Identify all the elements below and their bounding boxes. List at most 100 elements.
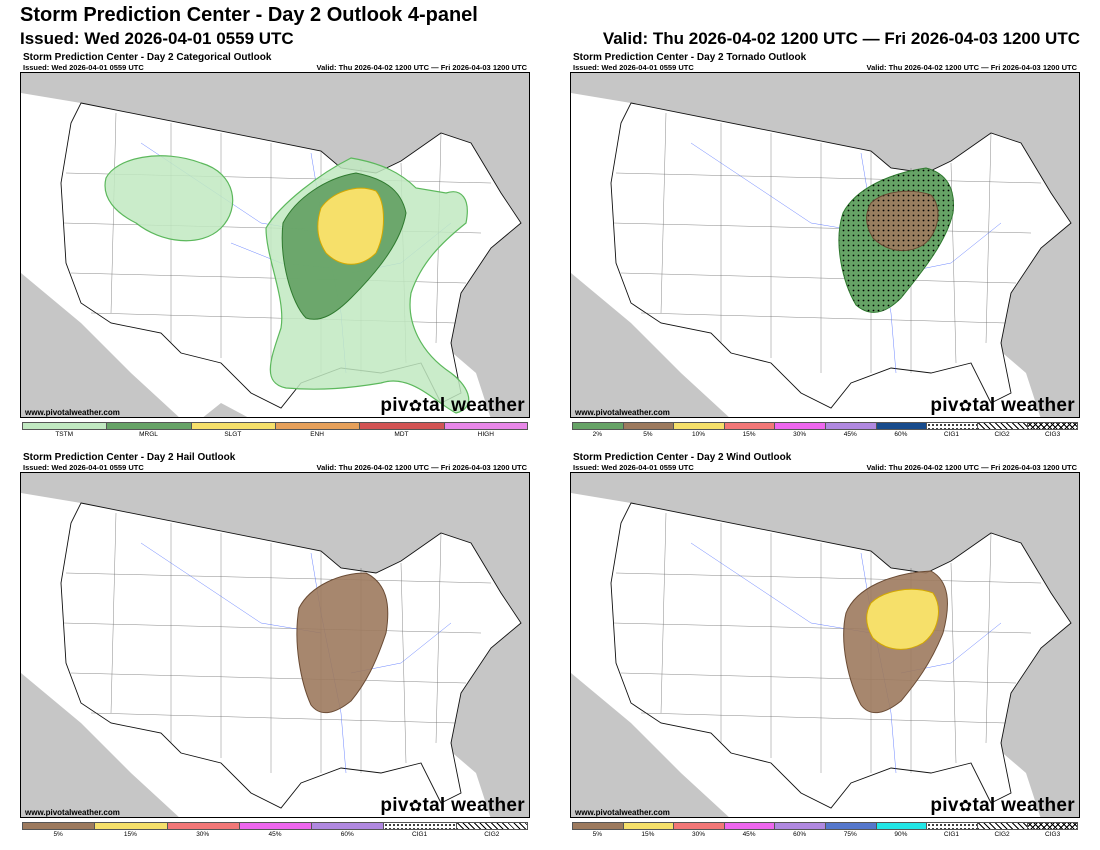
legend: TSTM MRGL SLGT ENH MDT HIGH	[22, 422, 528, 442]
gear-icon: ✿	[958, 798, 973, 815]
gear-icon: ✿	[408, 798, 423, 815]
legend-item: 5%	[622, 422, 674, 442]
legend-swatch	[875, 822, 927, 830]
site-url: www.pivotalweather.com	[24, 408, 120, 417]
legend-label: 5%	[53, 831, 63, 838]
site-url: www.pivotalweather.com	[24, 808, 120, 817]
legend-label: CIG2	[994, 831, 1010, 838]
legend-item: 15%	[723, 422, 775, 442]
panel-title: Storm Prediction Center - Day 2 Wind Out…	[573, 452, 792, 463]
legend-item: 60%	[311, 822, 384, 842]
legend-swatch	[572, 422, 623, 430]
map-svg: www.pivotalweather.com	[21, 73, 529, 417]
legend-item: MRGL	[106, 422, 191, 442]
legend-label: 10%	[691, 431, 705, 438]
legend-label: 30%	[691, 831, 705, 838]
map-base	[571, 73, 1079, 417]
panel-hail: Storm Prediction Center - Day 2 Hail Out…	[20, 452, 530, 848]
legend: 5% 15% 30% 45% 60% 75% 90% CIG1 CIG2 CIG3	[572, 822, 1078, 842]
map-svg: www.pivotalweather.com	[571, 73, 1079, 417]
legend-swatch	[572, 822, 623, 830]
panel-title: Storm Prediction Center - Day 2 Hail Out…	[23, 452, 236, 463]
legend-item: TSTM	[22, 422, 107, 442]
legend-swatch	[1027, 822, 1078, 830]
legend-label: 5%	[643, 431, 653, 438]
panel-issued: Issued: Wed 2026-04-01 0559 UTC	[23, 63, 144, 72]
legend-label: CIG1	[411, 831, 428, 838]
legend-swatch	[976, 422, 1028, 430]
outlook-map[interactable]: www.pivotalweather.com piv✿tal weather	[570, 472, 1080, 818]
outlook-map[interactable]: www.pivotalweather.com piv✿tal weather	[20, 472, 530, 818]
legend-swatch	[774, 422, 825, 430]
legend-swatch	[383, 822, 456, 830]
legend-swatch	[824, 822, 876, 830]
legend-item: CIG1	[383, 822, 456, 842]
legend-label: 15%	[641, 831, 655, 838]
map-svg: www.pivotalweather.com	[21, 473, 529, 817]
legend-item: 15%	[94, 822, 167, 842]
panel-wind: Storm Prediction Center - Day 2 Wind Out…	[570, 452, 1080, 848]
panel-valid: Valid: Thu 2026-04-02 1200 UTC — Fri 202…	[316, 63, 527, 72]
site-url: www.pivotalweather.com	[574, 808, 670, 817]
legend-label: 30%	[793, 431, 807, 438]
legend-item: 30%	[774, 422, 825, 442]
legend-item: 30%	[673, 822, 724, 842]
panel-issued: Issued: Wed 2026-04-01 0559 UTC	[573, 463, 694, 472]
legend-label: 30%	[196, 831, 210, 838]
gear-icon: ✿	[958, 398, 973, 415]
legend-swatch	[875, 422, 927, 430]
map-base	[21, 473, 529, 817]
brand-logo: piv✿tal weather	[930, 795, 1075, 816]
legend-item: MDT	[359, 422, 444, 442]
legend-label: MDT	[394, 431, 409, 438]
legend-swatch	[723, 422, 775, 430]
legend-swatch	[190, 422, 275, 430]
legend-label: CIG1	[943, 831, 960, 838]
legend-item: ENH	[274, 422, 360, 442]
legend-swatch	[455, 822, 528, 830]
legend-swatch	[166, 822, 239, 830]
legend-label: 15%	[123, 831, 137, 838]
legend-label: CIG3	[1045, 431, 1061, 438]
legend-swatch	[443, 422, 528, 430]
legend-swatch	[359, 422, 444, 430]
legend-item: CIG2	[976, 422, 1028, 442]
legend-swatch	[824, 422, 876, 430]
outlook-map[interactable]: www.pivotalweather.com piv✿tal weather	[20, 72, 530, 418]
legend-item: 15%	[622, 822, 674, 842]
risk-areas	[843, 570, 948, 714]
legend-item: HIGH	[443, 422, 528, 442]
risk-areas	[296, 572, 389, 714]
legend-swatch	[926, 422, 977, 430]
legend-item: CIG3	[1027, 822, 1078, 842]
legend-label: 75%	[843, 831, 857, 838]
map-svg: www.pivotalweather.com	[571, 473, 1079, 817]
brand-logo: piv✿tal weather	[380, 795, 525, 816]
legend-item: 30%	[166, 822, 239, 842]
legend-swatch	[926, 822, 977, 830]
legend-item: 75%	[824, 822, 876, 842]
legend-label: 60%	[894, 431, 908, 438]
legend-swatch	[274, 422, 360, 430]
legend: 5% 15% 30% 45% 60% CIG1 CIG2	[22, 822, 528, 842]
legend-swatch	[1027, 422, 1078, 430]
legend-item: 5%	[22, 822, 95, 842]
panel-title: Storm Prediction Center - Day 2 Tornado …	[573, 52, 807, 63]
legend-swatch	[311, 822, 384, 830]
brand-logo: piv✿tal weather	[380, 395, 525, 416]
legend-item: 45%	[824, 422, 876, 442]
legend-label: CIG3	[1045, 831, 1061, 838]
map-base	[571, 473, 1079, 817]
legend-label: TSTM	[55, 431, 74, 438]
legend-item: 5%	[572, 822, 623, 842]
header-valid: Valid: Thu 2026-04-02 1200 UTC — Fri 202…	[602, 29, 1080, 48]
gear-icon: ✿	[408, 398, 423, 415]
panel-valid: Valid: Thu 2026-04-02 1200 UTC — Fri 202…	[866, 63, 1077, 72]
panel-tornado: Storm Prediction Center - Day 2 Tornado …	[570, 52, 1080, 448]
legend-item: SLGT	[190, 422, 275, 442]
legend-item: CIG2	[976, 822, 1028, 842]
legend-label: 60%	[793, 831, 807, 838]
legend-swatch	[94, 822, 167, 830]
outlook-map[interactable]: www.pivotalweather.com piv✿tal weather	[570, 72, 1080, 418]
panel-title: Storm Prediction Center - Day 2 Categori…	[23, 52, 272, 63]
